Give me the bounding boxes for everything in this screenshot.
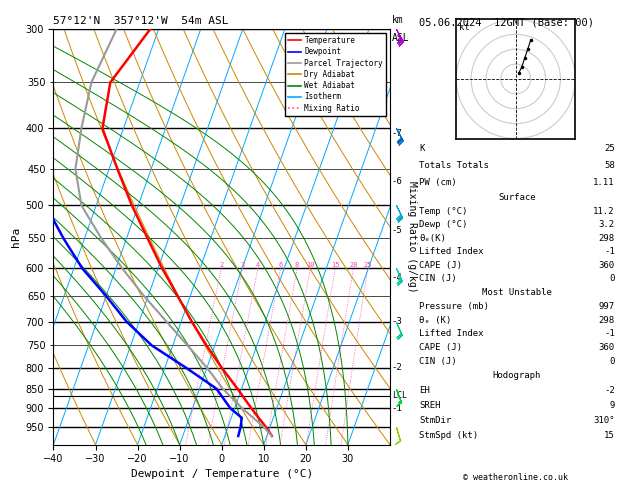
Text: -1: -1	[392, 404, 403, 413]
Text: km: km	[392, 15, 403, 25]
Text: -2: -2	[604, 386, 615, 395]
Text: K: K	[420, 144, 425, 153]
Text: -6: -6	[392, 176, 403, 186]
Y-axis label: hPa: hPa	[11, 227, 21, 247]
Text: 310°: 310°	[593, 416, 615, 425]
Text: LCL: LCL	[392, 391, 407, 400]
Text: -4: -4	[392, 273, 403, 282]
Text: CIN (J): CIN (J)	[420, 275, 457, 283]
Text: Lifted Index: Lifted Index	[420, 330, 484, 338]
Text: -7: -7	[392, 129, 403, 138]
Text: 3: 3	[240, 262, 245, 268]
Text: -1: -1	[604, 330, 615, 338]
Text: 58: 58	[604, 161, 615, 170]
Text: 05.06.2024  12GMT (Base: 00): 05.06.2024 12GMT (Base: 00)	[419, 17, 594, 27]
Text: StmSpd (kt): StmSpd (kt)	[420, 431, 479, 440]
Text: 10: 10	[306, 262, 314, 268]
Text: EH: EH	[420, 386, 430, 395]
Text: Temp (°C): Temp (°C)	[420, 207, 467, 216]
Text: 8: 8	[295, 262, 299, 268]
Text: 25: 25	[364, 262, 372, 268]
Text: 298: 298	[599, 234, 615, 243]
Text: CAPE (J): CAPE (J)	[420, 343, 462, 352]
Text: StmDir: StmDir	[420, 416, 452, 425]
Text: 360: 360	[599, 343, 615, 352]
Text: 997: 997	[599, 302, 615, 311]
Text: θₑ(K): θₑ(K)	[420, 234, 446, 243]
Text: 20: 20	[349, 262, 358, 268]
Text: 9: 9	[610, 401, 615, 410]
Text: Most Unstable: Most Unstable	[482, 288, 552, 297]
Text: θₑ (K): θₑ (K)	[420, 316, 452, 325]
Text: 1.11: 1.11	[593, 178, 615, 187]
Text: © weatheronline.co.uk: © weatheronline.co.uk	[464, 473, 568, 482]
X-axis label: Dewpoint / Temperature (°C): Dewpoint / Temperature (°C)	[131, 469, 313, 479]
Text: 0: 0	[610, 357, 615, 366]
Text: -5: -5	[392, 226, 403, 235]
Text: 15: 15	[604, 431, 615, 440]
Text: CAPE (J): CAPE (J)	[420, 261, 462, 270]
Text: Totals Totals: Totals Totals	[420, 161, 489, 170]
Text: kt: kt	[459, 23, 469, 32]
Text: -1: -1	[604, 247, 615, 257]
Text: Dewp (°C): Dewp (°C)	[420, 220, 467, 229]
Text: 57°12'N  357°12'W  54m ASL: 57°12'N 357°12'W 54m ASL	[53, 16, 229, 26]
Text: CIN (J): CIN (J)	[420, 357, 457, 366]
Text: 3.2: 3.2	[599, 220, 615, 229]
Text: Hodograph: Hodograph	[493, 371, 541, 381]
Text: PW (cm): PW (cm)	[420, 178, 457, 187]
Text: Mixing Ratio (g/kg): Mixing Ratio (g/kg)	[407, 181, 417, 293]
Text: Lifted Index: Lifted Index	[420, 247, 484, 257]
Text: 0: 0	[610, 275, 615, 283]
Text: Surface: Surface	[498, 193, 536, 202]
Text: 2: 2	[219, 262, 223, 268]
Text: 15: 15	[331, 262, 340, 268]
Text: 4: 4	[256, 262, 260, 268]
Text: -3: -3	[392, 317, 403, 326]
Text: 25: 25	[604, 144, 615, 153]
Text: 6: 6	[279, 262, 282, 268]
Text: 298: 298	[599, 316, 615, 325]
Text: 360: 360	[599, 261, 615, 270]
Text: -2: -2	[392, 363, 403, 372]
Text: SREH: SREH	[420, 401, 441, 410]
Legend: Temperature, Dewpoint, Parcel Trajectory, Dry Adiabat, Wet Adiabat, Isotherm, Mi: Temperature, Dewpoint, Parcel Trajectory…	[284, 33, 386, 116]
Text: ASL: ASL	[392, 34, 409, 43]
Text: Pressure (mb): Pressure (mb)	[420, 302, 489, 311]
Text: 11.2: 11.2	[593, 207, 615, 216]
